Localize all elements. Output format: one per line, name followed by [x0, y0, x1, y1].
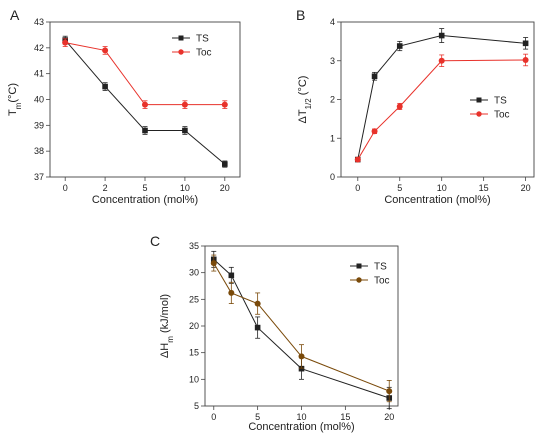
data-point-square: [254, 324, 261, 331]
series-toc: [354, 53, 529, 163]
y-tick-label: 40: [34, 95, 44, 105]
data-point-circle: [438, 57, 445, 64]
x-tick-label: 10: [180, 183, 190, 193]
series-toc: [62, 38, 228, 109]
legend-marker: [476, 111, 482, 117]
data-point-circle: [298, 353, 305, 360]
panel-letter: B: [296, 7, 305, 23]
x-axis-label: Concentration (mol%): [92, 194, 198, 206]
legend-marker: [178, 35, 184, 41]
x-tick-label: 10: [437, 183, 447, 193]
data-point-circle: [62, 39, 69, 46]
y-tick-label: 5: [194, 401, 199, 411]
x-tick-label: 5: [397, 183, 402, 193]
legend-marker: [178, 49, 184, 55]
y-tick-label: 10: [189, 374, 199, 384]
legend-marker: [356, 263, 362, 269]
y-axis-label: Tm(°C): [7, 83, 23, 116]
x-tick-label: 0: [63, 183, 68, 193]
y-tick-label: 3: [330, 56, 335, 66]
y-axis-label: ΔT1/2 (°C): [297, 76, 313, 124]
y-tick-label: 25: [189, 294, 199, 304]
legend-label: TS: [494, 96, 507, 107]
x-tick-label: 2: [103, 183, 108, 193]
y-tick-label: 41: [34, 69, 44, 79]
y-tick-label: 42: [34, 43, 44, 53]
data-point-circle: [102, 47, 109, 54]
y-tick-label: 43: [34, 17, 44, 27]
legend-label: Toc: [374, 276, 390, 287]
data-point-circle: [522, 56, 529, 63]
data-point-square: [396, 43, 403, 49]
y-tick-label: 0: [330, 172, 335, 182]
x-tick-label: 10: [296, 412, 306, 422]
y-tick-label: 2: [330, 95, 335, 105]
legend-label: TS: [196, 34, 209, 45]
legend-marker: [476, 97, 482, 103]
data-point-square: [102, 83, 108, 90]
x-tick-label: 15: [479, 183, 489, 193]
x-axis-label: Concentration (mol%): [384, 194, 490, 206]
y-tick-label: 1: [330, 133, 335, 143]
y-tick-label: 37: [34, 172, 44, 182]
data-point-square: [438, 32, 445, 39]
data-point-square: [298, 365, 305, 372]
y-tick-label: 39: [34, 120, 44, 130]
y-tick-label: 4: [330, 17, 335, 27]
x-tick-label: 20: [384, 412, 394, 422]
legend-label: TS: [374, 262, 387, 273]
x-tick-label: 5: [142, 183, 147, 193]
data-point-square: [142, 127, 148, 134]
x-axis-label: Concentration (mol%): [248, 421, 354, 433]
data-point-circle: [210, 260, 217, 267]
data-point-circle: [396, 103, 403, 110]
plot-frame: [204, 245, 399, 407]
data-point-circle: [221, 101, 228, 108]
chart-panel-c: 0 5 10 15 20 5 10 15 20 25 30 35 TS Toc C Concentration…: [150, 233, 399, 433]
data-point-square: [522, 40, 529, 47]
x-tick-label: 0: [211, 412, 216, 422]
panel-letter: C: [150, 233, 160, 249]
y-tick-label: 38: [34, 146, 44, 156]
data-point-circle: [181, 101, 188, 108]
series-toc: [210, 254, 393, 403]
legend-label: Toc: [196, 48, 212, 59]
series-ts: [210, 250, 393, 410]
legend-marker: [356, 277, 362, 283]
data-point-square: [371, 73, 378, 80]
data-point-circle: [354, 156, 361, 163]
data-point-square: [182, 127, 188, 134]
data-point-square: [222, 161, 228, 167]
data-point-circle: [254, 300, 261, 307]
data-point-circle: [371, 128, 378, 135]
y-tick-label: 30: [189, 268, 199, 278]
y-tick-label: 35: [189, 241, 199, 251]
x-tick-label: 20: [220, 183, 230, 193]
legend: TS Toc: [350, 262, 390, 287]
data-point-circle: [142, 101, 148, 108]
legend: TS Toc: [172, 34, 212, 59]
y-tick-label: 20: [189, 321, 199, 331]
y-tick-label: 15: [189, 348, 199, 358]
x-tick-label: 0: [355, 183, 360, 193]
data-point-circle: [228, 289, 235, 296]
y-axis-label: ΔHm (kJ/mol): [159, 294, 175, 358]
x-tick-label: 5: [255, 412, 260, 422]
x-tick-label: 20: [521, 183, 531, 193]
legend-label: Toc: [494, 110, 510, 121]
data-point-square: [228, 272, 235, 279]
chart-panel-b: 0 5 10 15 20 0 1 2 3 4 TS Toc B Concentration (mol%) Δ…: [296, 7, 535, 206]
legend: TS Toc: [470, 96, 510, 121]
chart-panel-a: 0 2 5 10 20 37 38 39 40 41 42 43 TS Toc A Concentration…: [7, 7, 241, 206]
data-point-circle: [386, 388, 393, 395]
panel-letter: A: [10, 7, 20, 23]
x-tick-label: 15: [340, 412, 350, 422]
